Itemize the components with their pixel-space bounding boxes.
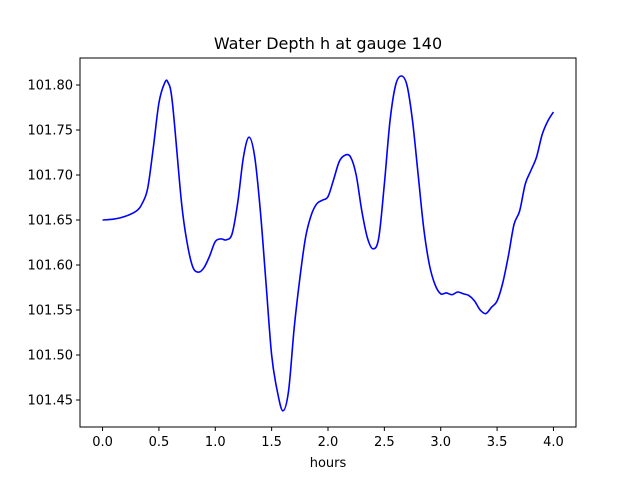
x-tick-label: 3.0 bbox=[430, 435, 451, 450]
series-line-0 bbox=[102, 75, 555, 412]
y-tick-label: 101.75 bbox=[28, 124, 74, 139]
x-tick-label: 2.5 bbox=[374, 435, 395, 450]
plot-area bbox=[102, 75, 555, 412]
x-tick-label: 1.5 bbox=[261, 435, 282, 450]
y-tick-label: 101.50 bbox=[28, 349, 74, 364]
x-tick-label: 4.0 bbox=[543, 435, 564, 450]
x-tick-label: 0.5 bbox=[149, 435, 170, 450]
x-tick-label: 0.0 bbox=[92, 435, 113, 450]
y-tick-label: 101.70 bbox=[28, 169, 74, 184]
axes-frame bbox=[79, 57, 577, 428]
x-tick-label: 3.5 bbox=[487, 435, 508, 450]
y-tick-label: 101.45 bbox=[28, 394, 74, 409]
x-tick-label: 2.0 bbox=[318, 435, 339, 450]
y-tick-label: 101.60 bbox=[28, 259, 74, 274]
x-axis-label: hours bbox=[310, 456, 347, 471]
y-tick-label: 101.65 bbox=[28, 214, 74, 229]
y-tick-label: 101.80 bbox=[28, 79, 74, 94]
y-tick-label: 101.55 bbox=[28, 304, 74, 319]
x-axis: 0.0 0.5 1.0 1.5 2.0 2.5 3.0 3.5 4.0 bbox=[92, 427, 564, 450]
chart-title: Water Depth h at gauge 140 bbox=[214, 34, 442, 53]
x-tick-label: 1.0 bbox=[205, 435, 226, 450]
y-axis: 101.45 101.50 101.55 101.60 101.65 101.70 101.… bbox=[28, 79, 80, 409]
